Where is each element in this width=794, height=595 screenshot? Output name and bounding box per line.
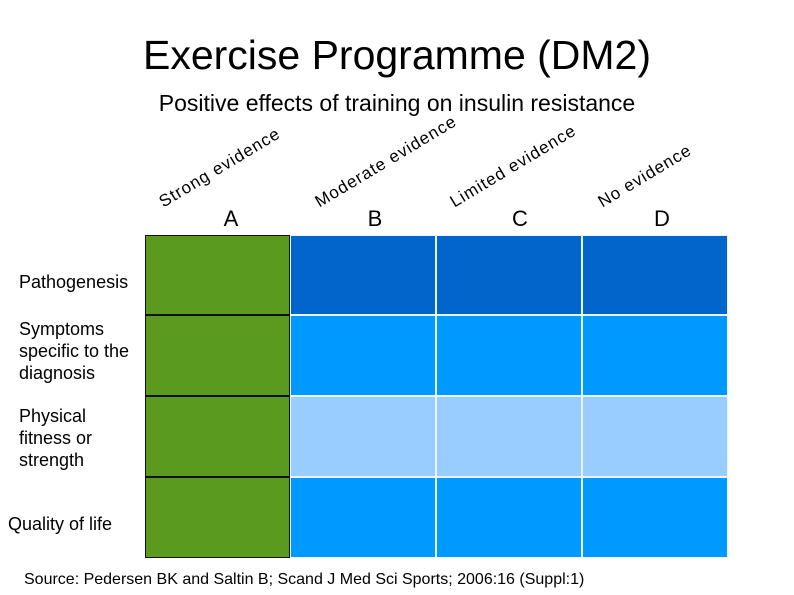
column-letter: D [654,206,670,231]
grid-cell [290,235,436,315]
column-letter: C [512,206,528,231]
grid-cell [436,477,582,558]
row-label: Symptoms specific to the diagnosis [19,319,130,383]
column-letter: B [367,206,383,231]
grid-cell [582,235,728,315]
grid-cell [582,396,728,477]
column-evidence-label: Limited evidence [446,120,580,212]
slide-subtitle: Positive effects of training on insulin … [158,90,636,116]
slide-title: Exercise Programme (DM2) [142,32,652,78]
grid-cell [290,477,436,558]
row-label: Quality of life [8,514,113,534]
grid-cell [582,477,728,558]
grid-cell [436,315,582,396]
column-evidence-label: No evidence [594,140,695,212]
column-evidence-label: Moderate evidence [311,111,460,212]
grid-cell [145,396,290,477]
row-label: Pathogenesis [19,272,129,292]
column-letter: A [223,206,239,231]
grid-cell [145,477,290,558]
grid-cell [436,235,582,315]
grid-cell [436,396,582,477]
grid-cell [145,315,290,396]
grid-cell [290,315,436,396]
source-citation: Source: Pedersen BK and Saltin B; Scand … [24,571,585,588]
grid-cell [145,235,290,315]
grid-cell [290,396,436,477]
grid-cell [582,315,728,396]
column-evidence-label: Strong evidence [155,123,284,212]
row-label: Physical fitness or strength [19,406,93,470]
